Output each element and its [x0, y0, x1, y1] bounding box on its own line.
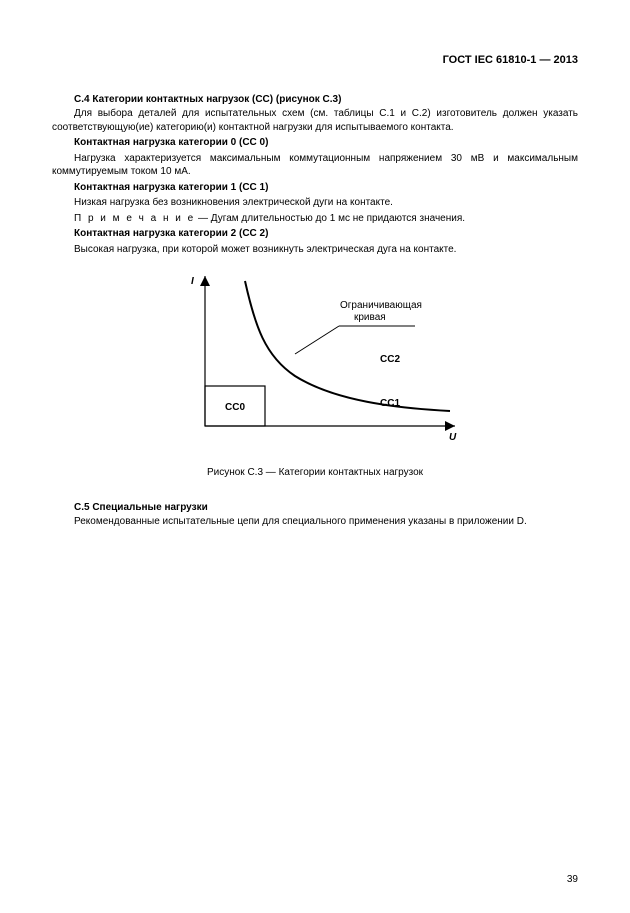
- section-c5-title: С.5 Специальные нагрузки: [52, 502, 578, 513]
- svg-text:CC0: CC0: [225, 402, 245, 413]
- section-c4-title: С.4 Категории контактных нагрузок (CC) (…: [52, 94, 578, 105]
- cc0-title: Контактная нагрузка категории 0 (CC 0): [52, 136, 578, 150]
- svg-text:кривая: кривая: [354, 312, 386, 323]
- page-number: 39: [567, 874, 578, 885]
- svg-text:U: U: [449, 432, 457, 443]
- cc1-note: П р и м е ч а н и е — Дугам длительность…: [52, 212, 578, 226]
- figure-c3-caption: Рисунок С.3 — Категории контактных нагру…: [52, 467, 578, 478]
- doc-code-header: ГОСТ IEC 61810-1 — 2013: [52, 54, 578, 66]
- cc1-note-text: — Дугам длительностью до 1 мс не придают…: [195, 213, 465, 224]
- cc1-text: Низкая нагрузка без возникновения электр…: [52, 196, 578, 210]
- cc1-title: Контактная нагрузка категории 1 (CC 1): [52, 181, 578, 195]
- c5-p1: Рекомендованные испытательные цепи для с…: [52, 515, 578, 529]
- svg-text:Ограничивающая: Ограничивающая: [340, 300, 422, 311]
- cc1-note-label: П р и м е ч а н и е: [74, 213, 195, 224]
- c4-p1: Для выбора деталей для испытательных схе…: [52, 107, 578, 134]
- figure-c3: I U Ограничивающаякривая CC2 CC1 CC0: [52, 266, 578, 461]
- c4-title-text: С.4 Категории контактных нагрузок (CC) (…: [74, 94, 341, 105]
- svg-text:CC2: CC2: [380, 354, 400, 365]
- cc2-text: Высокая нагрузка, при которой может возн…: [52, 243, 578, 257]
- svg-text:CC1: CC1: [380, 398, 400, 409]
- svg-text:I: I: [191, 276, 194, 287]
- c5-title-text: С.5 Специальные нагрузки: [74, 502, 208, 513]
- cc0-text: Нагрузка характеризуется максимальным ко…: [52, 152, 578, 179]
- cc2-title: Контактная нагрузка категории 2 (CC 2): [52, 227, 578, 241]
